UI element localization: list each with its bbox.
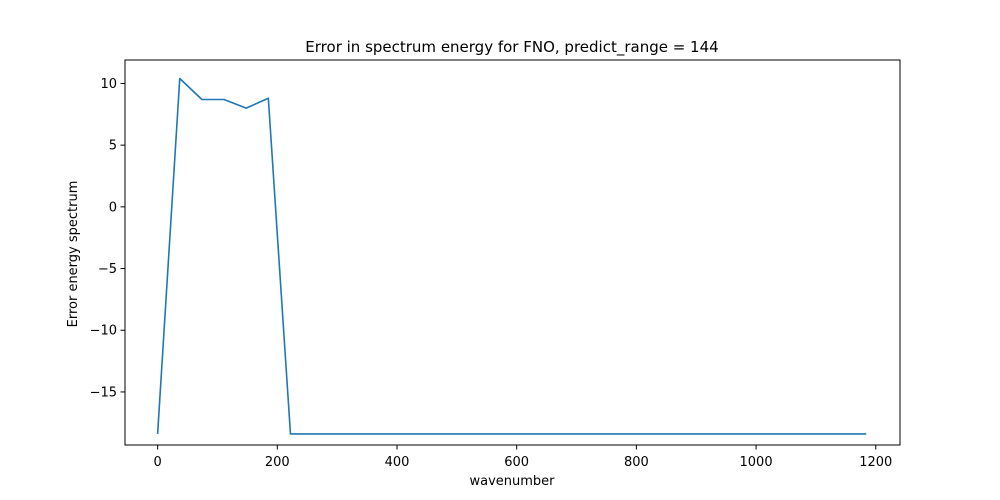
- x-tick-label: 1200: [859, 455, 892, 470]
- plot-area-frame: [124, 59, 901, 446]
- x-tick-label: 800: [624, 455, 649, 470]
- y-tick-label: 5: [109, 139, 117, 154]
- y-tick-label: 10: [100, 77, 117, 92]
- y-tick-label: −5: [98, 262, 117, 277]
- y-tick-label: −15: [90, 385, 117, 400]
- x-axis-ticks: 0 200 400 600 800 1000 1200: [153, 445, 892, 470]
- x-tick-label: 600: [504, 455, 529, 470]
- y-axis-label: Error energy spectrum: [66, 181, 81, 328]
- y-tick-label: 0: [109, 200, 117, 215]
- x-tick-label: 1000: [740, 455, 773, 470]
- x-tick-label: 0: [153, 455, 161, 470]
- series-line-0: [156, 77, 867, 435]
- x-axis-label: wavenumber: [469, 474, 555, 489]
- x-tick-label: 200: [265, 455, 290, 470]
- chart-title: Error in spectrum energy for FNO, predic…: [305, 38, 718, 57]
- y-axis-ticks: 10 5 0 −5 −10 −15: [90, 77, 125, 400]
- plot-layer: [156, 77, 867, 435]
- x-tick-label: 400: [385, 455, 410, 470]
- y-tick-label: −10: [90, 324, 117, 339]
